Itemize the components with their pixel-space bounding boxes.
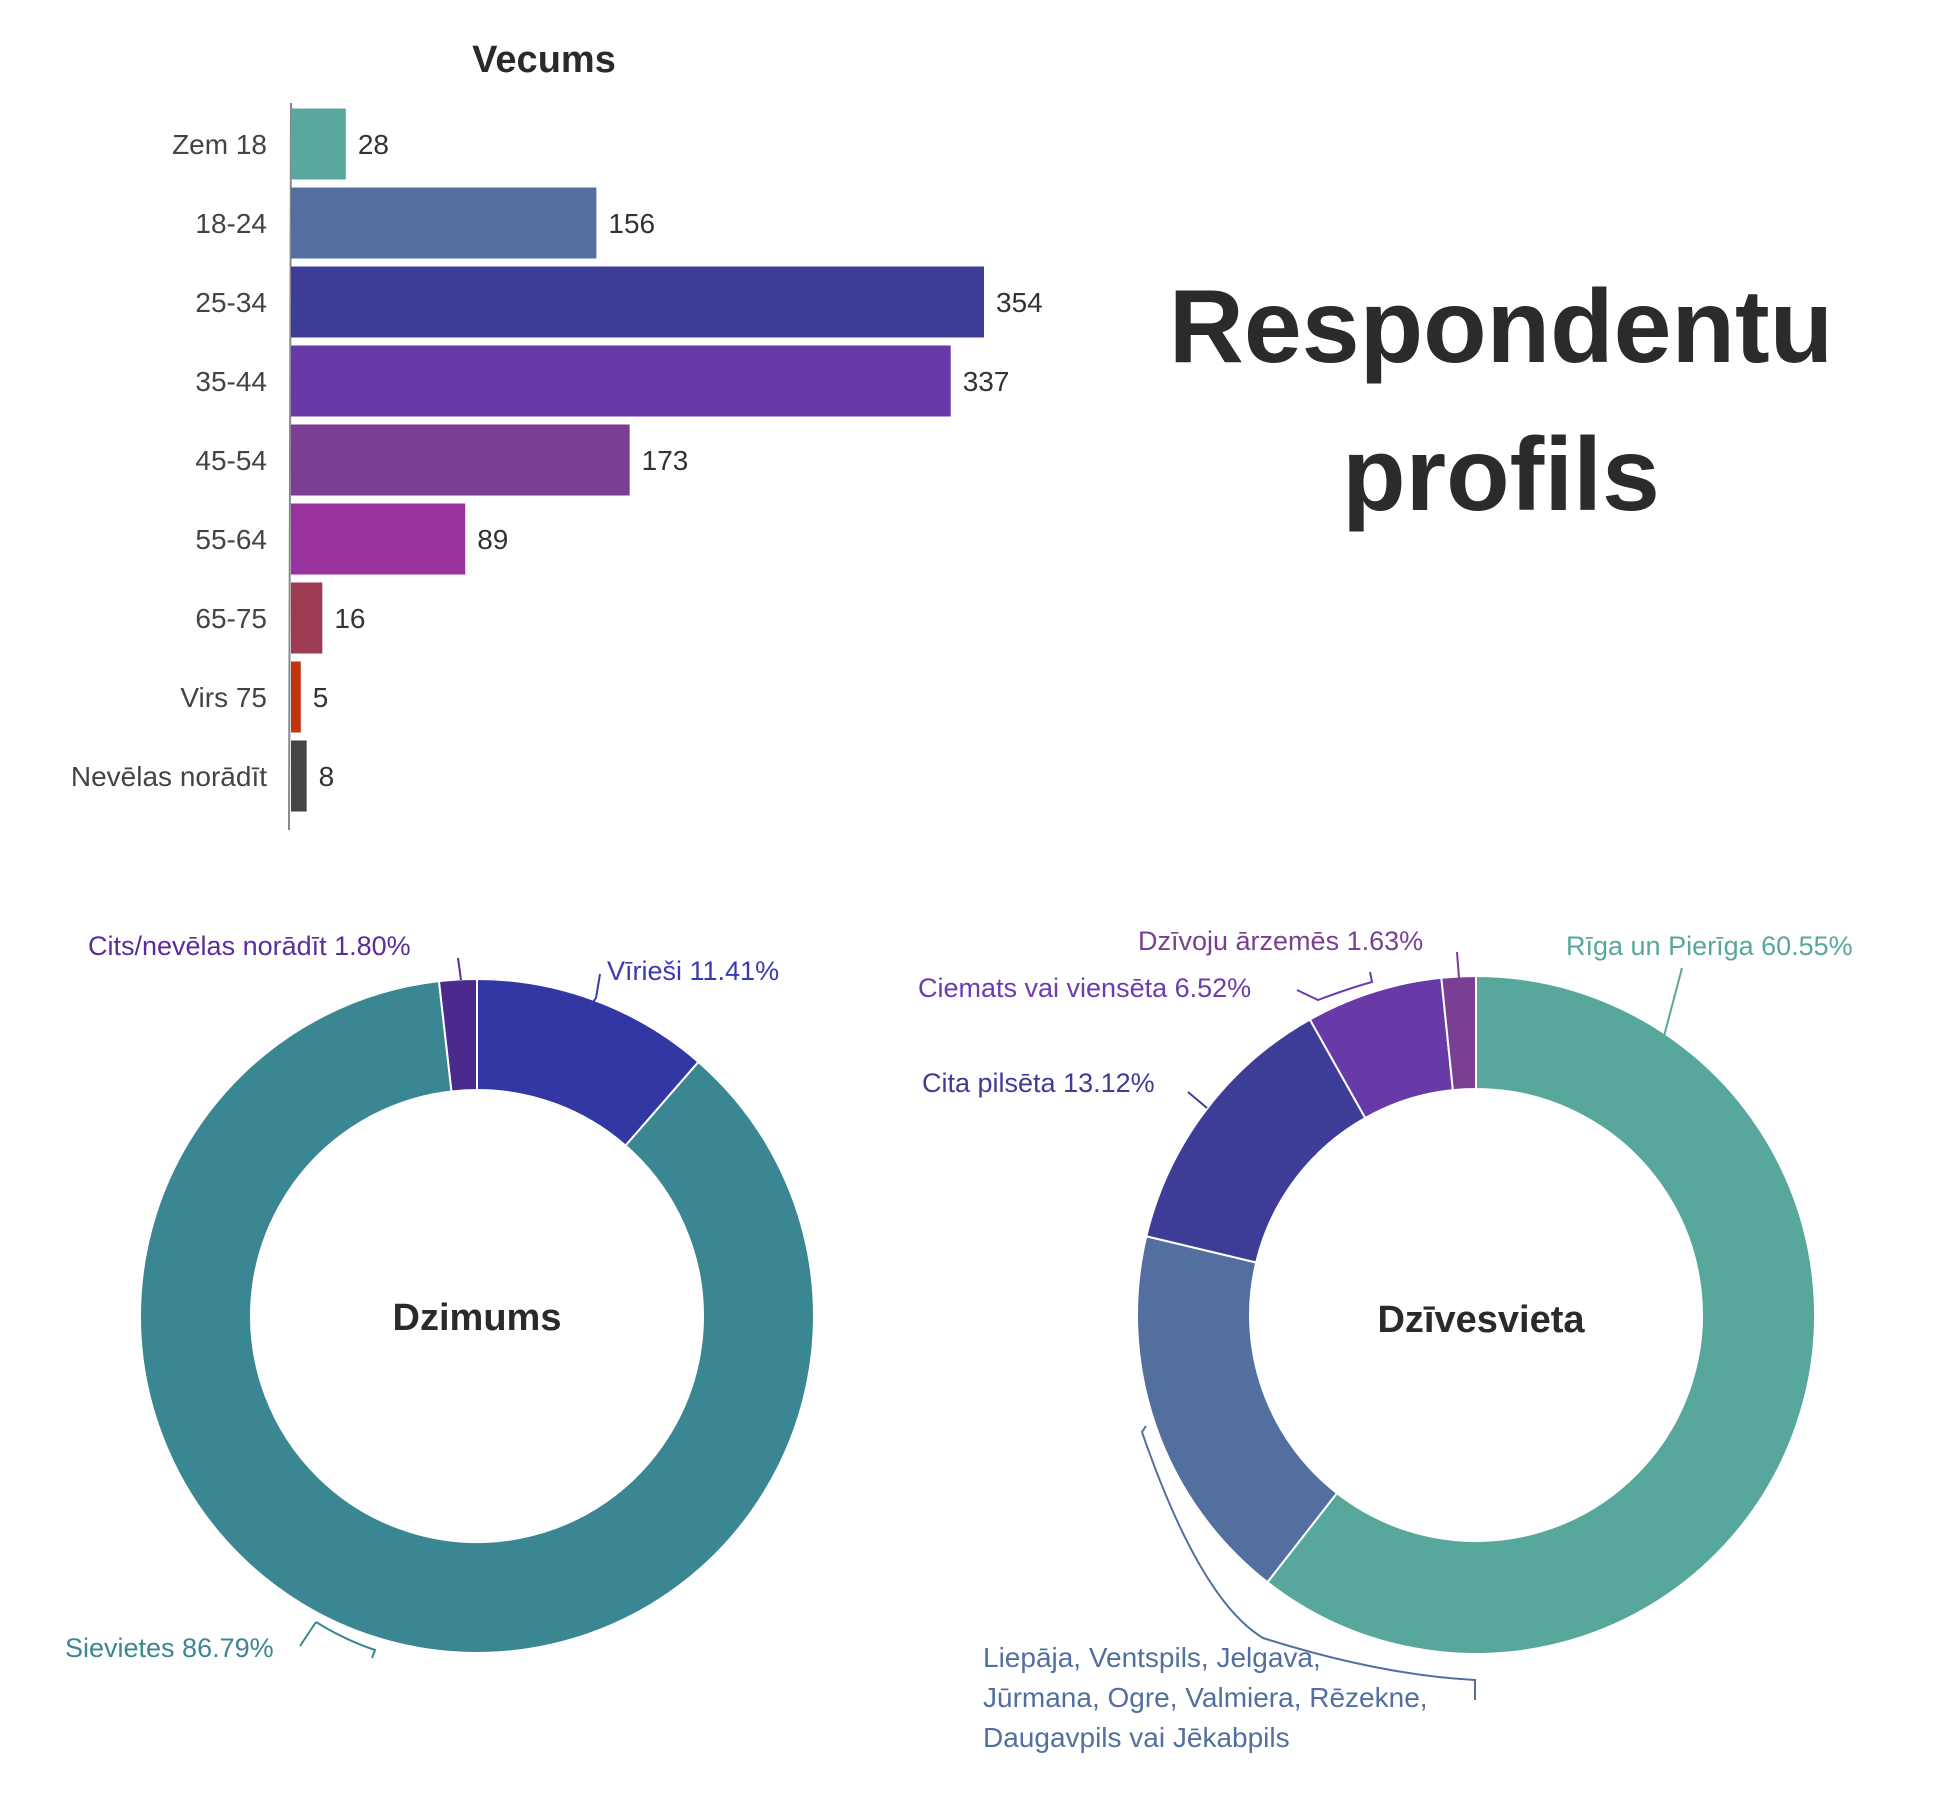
leader-line-other-city (1187, 1091, 1208, 1109)
bar-6 (291, 582, 323, 654)
category-label: 65-75 (195, 603, 267, 634)
headline-line-1: Respondentu (1169, 269, 1833, 385)
leader-line-female (299, 1621, 377, 1659)
age-bar-chart: Vecums Zem 18 28 18-24 156 25-34 354 35-44 337 4… (71, 39, 1043, 831)
leader-line-male (589, 973, 601, 1007)
value-label: 8 (319, 761, 335, 792)
bar-8 (291, 740, 307, 812)
donut-slice-4 (1440, 974, 1477, 1092)
donut-slice-1 (1136, 1235, 1339, 1584)
bar-0 (291, 108, 346, 180)
y-axis-line (288, 102, 292, 831)
age-chart-title: Vecums (472, 39, 616, 81)
bar-3 (291, 345, 951, 417)
gender-chart-title: Dzimums (393, 1297, 562, 1339)
value-label: 173 (642, 445, 689, 476)
category-label: 55-64 (195, 524, 267, 555)
category-label: 35-44 (195, 366, 267, 397)
category-label: Nevēlas norādīt (71, 761, 267, 792)
bar-2 (291, 266, 984, 338)
slice-label-riga: Rīga un Pierīga 60.55% (1566, 931, 1853, 961)
slice-label-male: Vīrieši 11.41% (607, 956, 779, 986)
residence-donut-chart: Dzīvesvieta Rīga un Pierīga 60.55% Liepā… (918, 926, 1853, 1753)
headline-line-2: profils (1342, 417, 1660, 533)
value-label: 337 (963, 366, 1010, 397)
bar-5 (291, 503, 466, 575)
value-label: 156 (608, 208, 655, 239)
leader-line-other (457, 957, 462, 981)
residence-chart-title: Dzīvesvieta (1377, 1299, 1585, 1341)
category-label: 18-24 (195, 208, 267, 239)
value-label: 16 (334, 603, 365, 634)
leader-line-abroad (1456, 951, 1460, 979)
slice-label-village: Ciemats vai viensēta 6.52% (918, 973, 1251, 1003)
bar-4 (291, 424, 630, 496)
slice-label-cities-line-3: Daugavpils vai Jēkabpils (983, 1722, 1290, 1753)
slice-label-other-city: Cita pilsēta 13.12% (922, 1068, 1155, 1098)
slice-label-female: Sievietes 86.79% (65, 1633, 274, 1663)
category-label: Virs 75 (180, 682, 267, 713)
category-label: Zem 18 (172, 129, 267, 160)
donut-slice-1 (139, 980, 815, 1654)
category-label: 45-54 (195, 445, 267, 476)
bar-7 (291, 661, 301, 733)
value-label: 89 (477, 524, 508, 555)
leader-line-village (1296, 971, 1374, 1002)
slice-label-abroad: Dzīvoju ārzemēs 1.63% (1138, 926, 1423, 956)
gender-donut-chart: Dzimums Vīrieši 11.41% Sievietes 86.79% … (65, 931, 815, 1663)
category-label: 25-34 (195, 287, 267, 318)
slice-label-other: Cits/nevēlas norādīt 1.80% (88, 931, 411, 961)
slice-label-cities-line-1: Liepāja, Ventspils, Jelgava, (983, 1642, 1321, 1673)
bar-1 (291, 187, 597, 259)
value-label: 354 (996, 287, 1043, 318)
donut-slice-2 (437, 977, 478, 1093)
donut-slice-0 (1265, 974, 1816, 1655)
leader-line-riga (1662, 967, 1683, 1041)
leader-line-cities (1140, 1425, 1476, 1700)
slice-label-cities-line-2: Jūrmana, Ogre, Valmiera, Rēzekne, (983, 1682, 1428, 1713)
value-label: 5 (313, 682, 329, 713)
value-label: 28 (358, 129, 389, 160)
